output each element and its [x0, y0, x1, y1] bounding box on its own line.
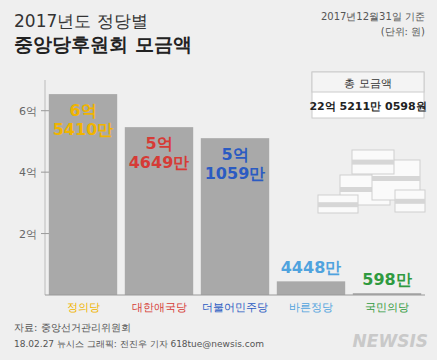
money-band: [318, 202, 358, 207]
title: 중앙당후원회 모금액: [14, 33, 192, 55]
total-label: 총 모금액: [344, 77, 392, 90]
data-label-line: 4649만: [129, 153, 190, 172]
data-label-line: 5억: [145, 134, 172, 153]
money-stack: [395, 190, 425, 212]
chart: 2017년도 정당별중앙당후원회 모금액 2017년12월31일 기준 (단위: 원…: [0, 0, 437, 360]
data-label: 598만: [362, 270, 411, 289]
money-stack: [318, 195, 358, 213]
background: [0, 0, 437, 360]
total-value: 22억 5211만 0598원: [309, 100, 426, 113]
subtitle: 2017년도 정당별: [14, 11, 148, 31]
category-label: 정의당: [67, 301, 100, 314]
source: 자료: 중앙선거관리위원회: [14, 322, 131, 333]
data-label-line: 5억: [221, 145, 248, 164]
date-note: 2017년12월31일 기준: [321, 11, 425, 22]
y-tick: [41, 110, 49, 111]
data-label-line: 6억: [69, 101, 96, 120]
money-band: [352, 160, 394, 165]
y-tick-label: 2억: [19, 228, 37, 241]
data-label: 4448만: [281, 258, 342, 277]
logo: NEWSIS: [353, 331, 428, 351]
x-axis: [45, 295, 425, 296]
bar: [277, 281, 345, 295]
y-tick-label: 4억: [19, 166, 37, 179]
data-label-line: 598만: [362, 270, 411, 289]
data-label: 5억4649만: [129, 134, 190, 172]
data-label: 5억1059만: [205, 145, 266, 183]
data-label-line: 4448만: [281, 258, 342, 277]
y-tick-label: 6억: [19, 105, 37, 118]
bar: [125, 127, 193, 295]
total-header: [312, 72, 424, 92]
bars: [49, 94, 421, 295]
category-label: 바른정당: [289, 301, 333, 314]
y-tick: [41, 233, 49, 234]
unit-note: (단위: 원): [381, 26, 425, 37]
money-band: [372, 176, 420, 181]
money-stack: [352, 150, 394, 174]
bar: [201, 138, 269, 295]
data-label: 6억5410만: [53, 101, 114, 139]
decoration: [318, 150, 425, 213]
data-label-line: 5410만: [53, 120, 114, 139]
credit: 18.02.27 뉴시스 그래픽: 전진우 기자 618tue@newsis.c…: [14, 339, 264, 349]
category-label: 대한애국당: [132, 301, 187, 314]
money-band: [395, 199, 425, 204]
bar: [49, 94, 117, 295]
y-axis: [45, 80, 46, 295]
category-label: 국민의당: [365, 301, 409, 314]
data-label-line: 1059만: [205, 164, 266, 183]
category-label: 더불어민주당: [202, 301, 268, 314]
y-tick: [41, 172, 49, 173]
